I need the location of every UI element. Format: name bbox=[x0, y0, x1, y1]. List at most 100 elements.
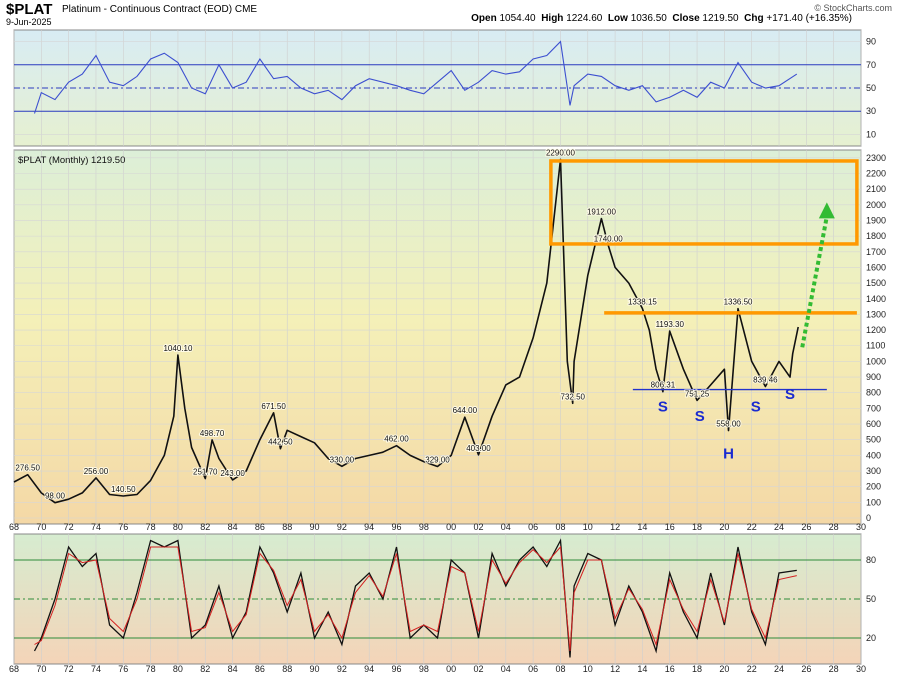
x-tick-label-price: 90 bbox=[310, 522, 320, 532]
close-value: 1219.50 bbox=[702, 13, 739, 24]
x-tick-label-bottom: 10 bbox=[583, 664, 593, 674]
target-box bbox=[549, 159, 859, 246]
y-tick-label-top: 30 bbox=[866, 106, 876, 116]
price-annotation: 1740.00 bbox=[594, 235, 623, 244]
y-tick-label-price: 1400 bbox=[866, 294, 886, 304]
x-tick-label-bottom: 30 bbox=[856, 664, 866, 674]
close-label: Close bbox=[672, 13, 700, 24]
instrument-description: Platinum - Continuous Contract (EOD) CME bbox=[62, 4, 257, 15]
x-tick-label-price: 18 bbox=[692, 522, 702, 532]
price-annotation: 403.00 bbox=[466, 444, 491, 453]
y-tick-label-price: 100 bbox=[866, 497, 881, 507]
y-tick-label-bottom: 80 bbox=[866, 555, 876, 565]
price-annotation: 98.00 bbox=[45, 492, 66, 501]
open-label: Open bbox=[471, 13, 497, 24]
x-tick-label-bottom: 98 bbox=[419, 664, 429, 674]
y-tick-label-top: 10 bbox=[866, 129, 876, 139]
x-tick-label-bottom: 12 bbox=[610, 664, 620, 674]
x-tick-label-bottom: 84 bbox=[228, 664, 238, 674]
y-tick-label-top: 50 bbox=[866, 83, 876, 93]
price-annotation: 751.25 bbox=[685, 389, 710, 398]
price-annotation: 839.46 bbox=[753, 376, 778, 385]
x-tick-label-price: 84 bbox=[228, 522, 238, 532]
price-line bbox=[13, 158, 799, 504]
price-annotation: 732.50 bbox=[561, 392, 586, 401]
x-tick-label-price: 00 bbox=[446, 522, 456, 532]
pattern-letter: S bbox=[695, 408, 705, 425]
x-tick-label-price: 78 bbox=[146, 522, 156, 532]
x-tick-label-bottom: 90 bbox=[310, 664, 320, 674]
x-tick-label-price: 94 bbox=[364, 522, 374, 532]
x-tick-label-bottom: 20 bbox=[719, 664, 729, 674]
y-tick-label-price: 0 bbox=[866, 513, 871, 523]
x-tick-label-bottom: 74 bbox=[91, 664, 101, 674]
y-tick-label-price: 1700 bbox=[866, 247, 886, 257]
x-tick-label-price: 16 bbox=[665, 522, 675, 532]
x-tick-label-bottom: 78 bbox=[146, 664, 156, 674]
x-tick-label-price: 06 bbox=[528, 522, 538, 532]
y-tick-label-price: 1500 bbox=[866, 278, 886, 288]
exchange-text: CME bbox=[234, 4, 258, 15]
x-tick-label-price: 12 bbox=[610, 522, 620, 532]
x-tick-label-price: 30 bbox=[856, 522, 866, 532]
price-annotation: 329.00 bbox=[425, 455, 450, 464]
projection-arrow-head bbox=[818, 202, 835, 219]
y-tick-label-price: 500 bbox=[866, 435, 881, 445]
x-tick-label-price: 82 bbox=[200, 522, 210, 532]
x-tick-label-price: 24 bbox=[774, 522, 784, 532]
x-tick-label-price: 26 bbox=[801, 522, 811, 532]
x-tick-label-price: 80 bbox=[173, 522, 183, 532]
price-annotation: 251.70 bbox=[193, 468, 218, 477]
y-tick-label-price: 2000 bbox=[866, 200, 886, 210]
stochastic-d-line bbox=[34, 545, 797, 652]
x-tick-label-price: 92 bbox=[337, 522, 347, 532]
x-tick-label-price: 14 bbox=[637, 522, 647, 532]
x-tick-label-bottom: 26 bbox=[801, 664, 811, 674]
y-tick-label-price: 1600 bbox=[866, 262, 886, 272]
y-tick-label-price: 400 bbox=[866, 450, 881, 460]
price-panel bbox=[13, 149, 862, 525]
open-value: 1054.40 bbox=[499, 13, 536, 24]
y-tick-label-top: 90 bbox=[866, 37, 876, 47]
x-tick-label-bottom: 88 bbox=[282, 664, 292, 674]
x-tick-label-bottom: 76 bbox=[118, 664, 128, 674]
price-annotation: 243.00 bbox=[220, 469, 245, 478]
chart-header: $PLAT Platinum - Continuous Contract (EO… bbox=[0, 0, 900, 28]
price-annotation: 1193.30 bbox=[656, 320, 685, 329]
x-tick-label-price: 08 bbox=[555, 522, 565, 532]
chart-date: 9-Jun-2025 bbox=[6, 17, 52, 27]
y-tick-label-price: 600 bbox=[866, 419, 881, 429]
price-annotation: 1040.10 bbox=[163, 344, 192, 353]
low-value: 1036.50 bbox=[630, 13, 667, 24]
x-tick-label-price: 74 bbox=[91, 522, 101, 532]
quote-summary: Open 1054.40 High 1224.60 Low 1036.50 Cl… bbox=[471, 13, 852, 24]
x-tick-label-price: 04 bbox=[501, 522, 511, 532]
x-tick-label-price: 70 bbox=[36, 522, 46, 532]
y-tick-label-price: 300 bbox=[866, 466, 881, 476]
chg-value: +171.40 (+16.35%) bbox=[766, 13, 852, 24]
pattern-letter: H bbox=[723, 445, 734, 462]
y-tick-label-price: 1900 bbox=[866, 215, 886, 225]
low-label: Low bbox=[607, 13, 628, 24]
x-tick-label-bottom: 96 bbox=[392, 664, 402, 674]
y-tick-label-price: 2300 bbox=[866, 153, 886, 163]
x-tick-label-price: 88 bbox=[282, 522, 292, 532]
y-tick-label-price: 2200 bbox=[866, 168, 886, 178]
price-annotation: 330.00 bbox=[330, 455, 355, 464]
x-tick-label-bottom: 86 bbox=[255, 664, 265, 674]
y-tick-label-price: 1800 bbox=[866, 231, 886, 241]
y-tick-label-price: 2100 bbox=[866, 184, 886, 194]
pattern-letter: S bbox=[658, 399, 668, 416]
price-annotation: 498.70 bbox=[200, 429, 225, 438]
price-annotation: 1336.50 bbox=[724, 298, 753, 307]
x-tick-label-bottom: 22 bbox=[747, 664, 757, 674]
x-tick-label-bottom: 82 bbox=[200, 664, 210, 674]
price-annotation: 644.00 bbox=[453, 406, 478, 415]
price-annotation: 462.00 bbox=[384, 435, 409, 444]
x-tick-label-bottom: 92 bbox=[337, 664, 347, 674]
y-tick-label-price: 1300 bbox=[866, 309, 886, 319]
x-tick-label-price: 86 bbox=[255, 522, 265, 532]
price-annotation: 2290.00 bbox=[546, 148, 575, 157]
price-annotation: 442.50 bbox=[268, 438, 293, 447]
projection-arrow-shaft bbox=[800, 216, 829, 348]
